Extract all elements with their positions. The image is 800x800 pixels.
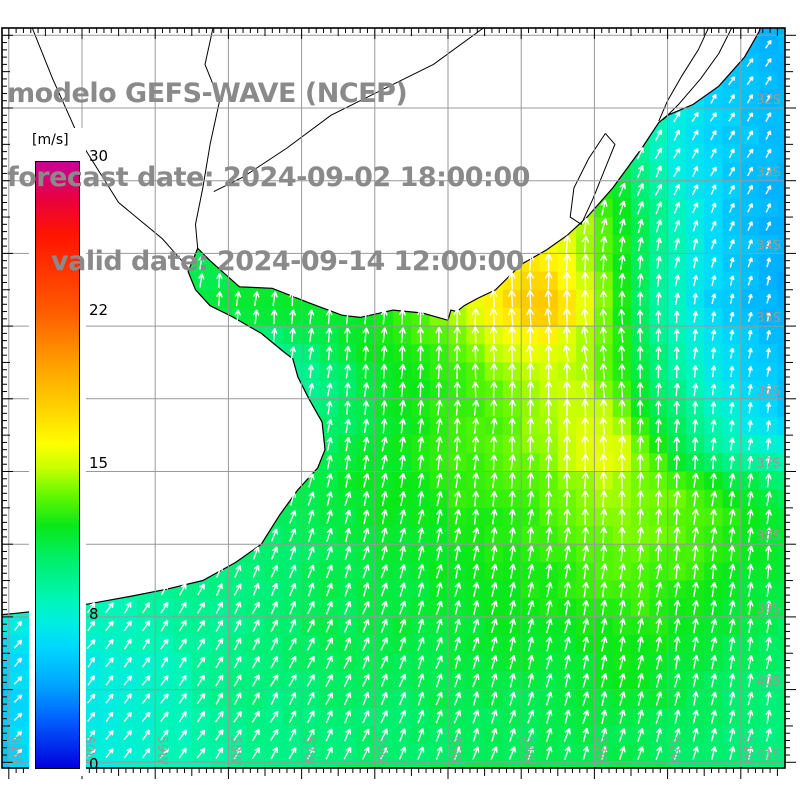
svg-text:52W: 52W (667, 736, 682, 766)
svg-text:36S: 36S (756, 384, 781, 399)
colorbar-gradient (35, 161, 80, 769)
svg-text:34S: 34S (756, 238, 781, 253)
valid-date: valid date: 2024-09-14 12:00:00 (51, 246, 524, 277)
svg-text:55W: 55W (447, 736, 462, 766)
svg-text:32S: 32S (756, 93, 781, 108)
svg-text:54W: 54W (520, 736, 535, 766)
svg-text:58W: 58W (227, 736, 242, 766)
coastline (2, 28, 761, 616)
svg-text:41S: 41S (756, 747, 781, 762)
svg-text:40S: 40S (756, 675, 781, 690)
colorbar-tick-label: 30 (89, 147, 109, 165)
svg-text:56W: 56W (374, 736, 389, 766)
colorbar-tick-label: 8 (89, 605, 99, 623)
land-region (2, 28, 761, 615)
svg-text:61W: 61W (8, 736, 23, 766)
svg-text:38S: 38S (756, 529, 781, 544)
colorbar-tick-label: 0 (89, 755, 99, 773)
svg-text:53W: 53W (593, 736, 608, 766)
svg-text:57W: 57W (301, 736, 316, 766)
forecast-date: forecast date: 2024-09-02 18:00:00 (7, 162, 530, 193)
svg-text:35S: 35S (756, 311, 781, 326)
latlon-grid (2, 28, 785, 768)
title-block: modelo GEFS-WAVE (NCEP) forecast date: 2… (7, 24, 530, 332)
colorbar-tick-label: 15 (89, 454, 109, 472)
colorbar-tick-label: 22 (89, 301, 109, 319)
colorbar-unit: [m/s] (32, 132, 69, 148)
wave-direction-arrows (13, 39, 772, 761)
colorbar: [m/s] (29, 128, 86, 776)
svg-text:51W: 51W (740, 736, 755, 766)
svg-text:37S: 37S (756, 457, 781, 472)
svg-text:39S: 39S (756, 602, 781, 617)
axis-ticks (2, 28, 796, 779)
svg-text:33S: 33S (756, 166, 781, 181)
svg-text:59W: 59W (154, 736, 169, 766)
model-title: modelo GEFS-WAVE (NCEP) (7, 78, 408, 109)
map-frame (1, 27, 786, 769)
